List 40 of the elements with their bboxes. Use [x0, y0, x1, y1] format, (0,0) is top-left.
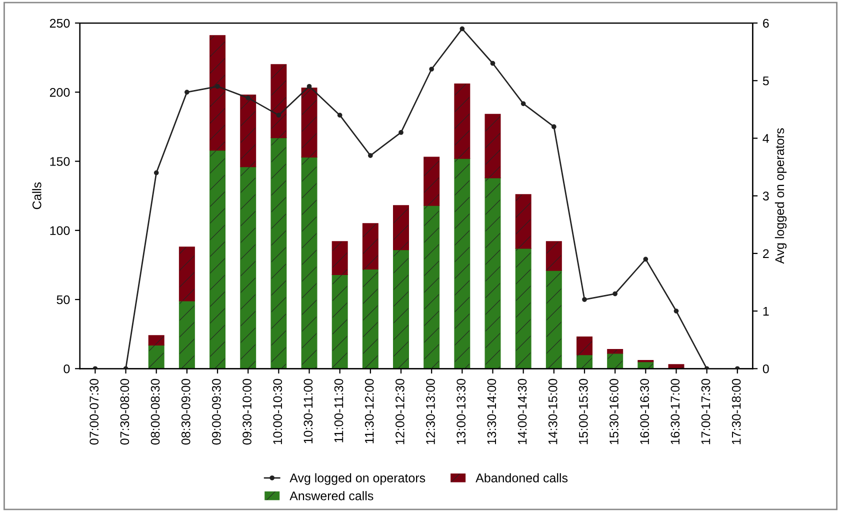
x-tick-label: 09:30-10:00: [242, 378, 252, 445]
y-tick-label: 150: [50, 157, 70, 166]
y2-tick-label: 6: [763, 18, 769, 28]
y2-axis-title: Avg logged on operators: [774, 128, 787, 264]
x-tick-label: 14:00-14:30: [518, 378, 527, 444]
legend-label: Avg logged on operators: [290, 473, 426, 485]
x-tick-label: 15:00-15:30: [579, 378, 588, 444]
x-tick-label: 07:00-07:30: [90, 378, 99, 445]
y2-tick-label: 4: [762, 134, 770, 143]
x-tick-label: 16:00-16:30: [640, 378, 650, 444]
y-tick-label: 50: [56, 295, 70, 304]
x-tick-label: 08:30-09:00: [181, 378, 190, 445]
legend-label: Abandoned calls: [476, 473, 568, 482]
x-tick-label: 17:00-17:30: [701, 378, 710, 444]
x-tick-label: 13:30-14:00: [487, 378, 496, 444]
y2-tick-label: 0: [762, 364, 769, 374]
x-tick-label: 10:30-11:00: [304, 378, 313, 444]
y-tick-label: 200: [50, 88, 70, 97]
x-tick-label: 16:30-17:00: [670, 378, 680, 444]
x-tick-label: 08:00-08:30: [150, 378, 160, 445]
x-tick-label: 17:30-18:00: [732, 378, 741, 444]
x-tick-label: 15:30-16:00: [610, 378, 618, 444]
y2-tick-label: 2: [763, 249, 769, 258]
x-tick-label: 11:30-12:00: [364, 378, 374, 444]
y2-tick-label: 3: [762, 192, 769, 200]
x-tick-label: 14:30-15:00: [548, 378, 558, 444]
x-tick-label: 12:30-13:00: [426, 378, 435, 444]
y-tick-label: 0: [64, 364, 70, 374]
x-tick-label: 12:00-12:30: [396, 378, 404, 444]
x-tick-label: 11:00-11:30: [334, 378, 344, 442]
y-tick-label: 250: [50, 18, 70, 28]
x-tick-label: 09:00-09:30: [212, 378, 221, 445]
x-tick-label: 10:00-10:30: [273, 378, 282, 444]
legend-label: Answered calls: [290, 491, 374, 500]
x-tick-label: 07:30-08:00: [120, 378, 130, 445]
y-tick-label: 100: [50, 226, 70, 236]
y2-tick-label: 1: [763, 306, 769, 316]
y2-tick-label: 5: [762, 76, 769, 86]
y-axis-title: Calls: [32, 182, 42, 210]
x-tick-label: 13:00-13:30: [456, 378, 466, 444]
